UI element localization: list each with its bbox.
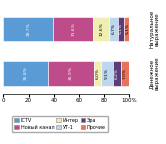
Text: 39.7%: 39.7% <box>26 22 30 36</box>
Bar <box>3 17 53 41</box>
Bar <box>53 17 93 41</box>
Text: 9.1%: 9.1% <box>105 68 109 79</box>
Text: 35.9%: 35.9% <box>69 67 73 80</box>
Text: 6.0%: 6.0% <box>96 68 100 79</box>
Legend: ICTV, Новый канал, Интер, УТ-1, Эра, Прочие: ICTV, Новый канал, Интер, УТ-1, Эра, Про… <box>12 116 108 132</box>
Bar <box>48 61 94 86</box>
Text: 5.1%: 5.1% <box>125 23 129 34</box>
Bar <box>109 17 118 41</box>
Bar <box>124 17 130 41</box>
Text: 31.6%: 31.6% <box>71 22 75 36</box>
Bar <box>3 61 48 86</box>
Text: 6.7%: 6.7% <box>111 23 115 34</box>
Bar <box>94 61 101 86</box>
Text: 6.2%: 6.2% <box>115 68 119 79</box>
Text: 7.0%: 7.0% <box>123 68 127 79</box>
Bar <box>113 61 121 86</box>
Text: 5.1%: 5.1% <box>119 23 123 34</box>
Text: 35.8%: 35.8% <box>24 67 28 80</box>
Bar <box>93 17 109 41</box>
Bar <box>121 61 129 86</box>
Bar <box>101 61 113 86</box>
Text: 12.6%: 12.6% <box>99 22 103 36</box>
Bar <box>118 17 124 41</box>
